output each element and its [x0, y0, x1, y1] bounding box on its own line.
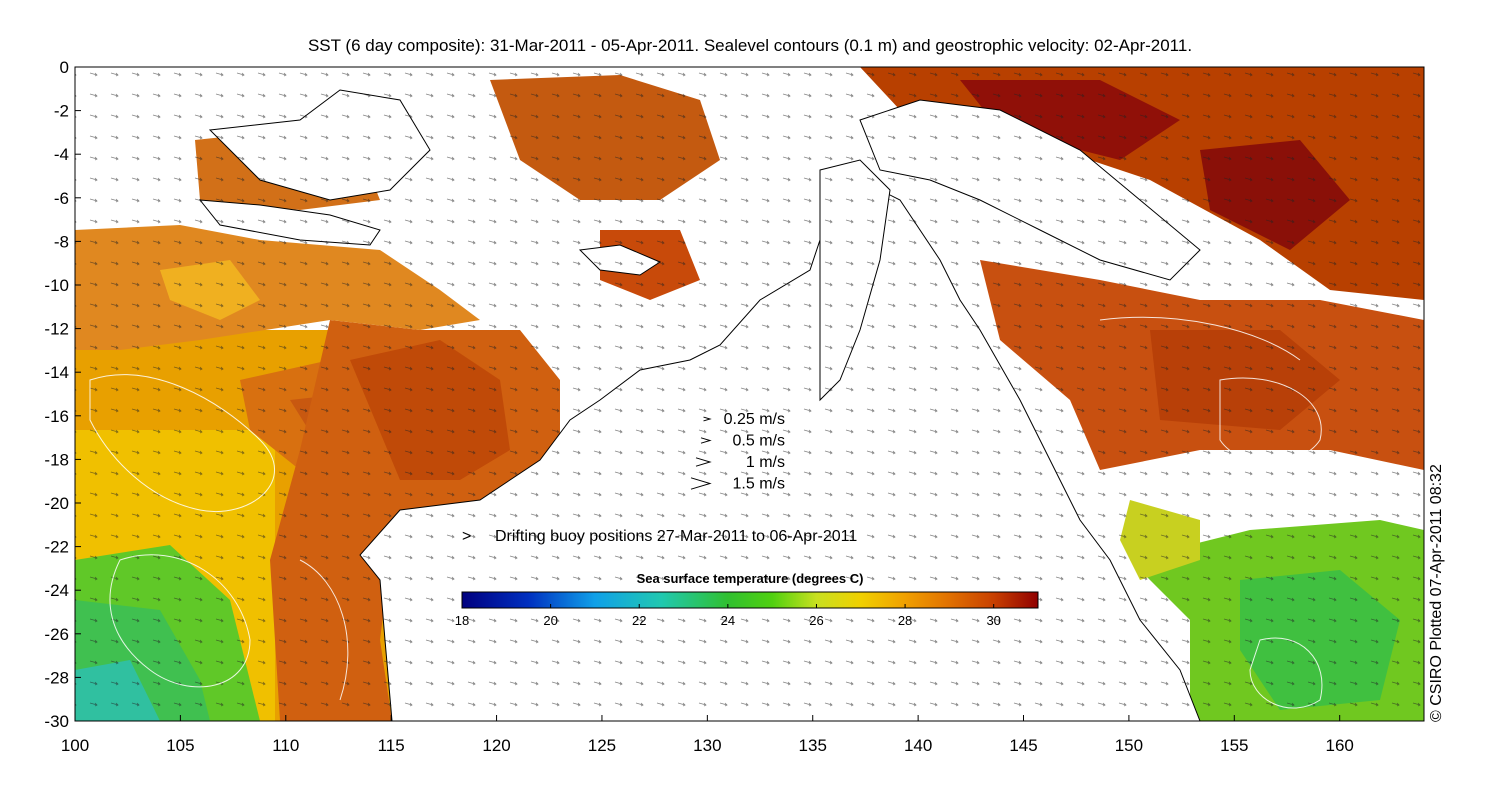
x-tick-label: 155	[1220, 736, 1248, 755]
velocity-legend-label: 1 m/s	[746, 454, 785, 471]
y-tick-label: 0	[60, 58, 69, 77]
plot-frame	[74, 66, 1425, 722]
y-axis: 0 -2 -4 -6 -8 -10 -12 -14 -16 -18 -20 -22 -24 -26 -28 -…	[44, 58, 81, 731]
velocity-field	[75, 67, 1424, 721]
x-tick-label: 150	[1115, 736, 1143, 755]
plot-credit: © CSIRO Plotted 07-Apr-2011 08:32	[1428, 464, 1445, 722]
buoy-legend-marker: >	[462, 528, 471, 545]
velocity-legend: 0.25 m/s 0.5 m/s 1 m/s 1.5 m/s	[690, 411, 785, 493]
buoy-legend: > Drifting buoy positions 27-Mar-2011 to…	[462, 528, 857, 545]
x-axis: 100 105 110 115 120 125 130 135 140 145 150 155 160	[61, 715, 1354, 755]
y-tick-label: -2	[54, 102, 69, 121]
y-tick-label: -24	[44, 581, 69, 600]
y-tick-label: -26	[44, 625, 69, 644]
velocity-legend-arrow	[695, 457, 712, 467]
x-tick-label: 135	[799, 736, 827, 755]
colorbar-tick-label: 26	[809, 613, 823, 628]
velocity-legend-item: 0.25 m/s	[703, 411, 785, 428]
velocity-legend-arrow	[690, 477, 712, 490]
x-tick-label: 100	[61, 736, 89, 755]
velocity-legend-label: 0.25 m/s	[724, 411, 785, 428]
colorbar-title: Sea surface temperature (degrees C)	[637, 571, 864, 586]
map-canvas	[75, 67, 1424, 721]
colorbar-tick-label: 22	[632, 613, 646, 628]
colorbar-tick-label: 24	[721, 613, 735, 628]
x-tick-label: 105	[166, 736, 194, 755]
velocity-legend-label: 0.5 m/s	[733, 433, 785, 450]
colorbar-tick-label: 30	[986, 613, 1000, 628]
y-tick-label: -14	[44, 363, 69, 382]
x-tick-label: 130	[693, 736, 721, 755]
y-tick-label: -4	[54, 145, 69, 164]
colorbar: Sea surface temperature (degrees C) 18 20…	[455, 571, 1039, 628]
buoy-legend-label: Drifting buoy positions 27-Mar-2011 to 0…	[495, 528, 857, 545]
y-tick-label: -22	[44, 538, 69, 557]
y-tick-label: -6	[54, 189, 69, 208]
y-tick-label: -10	[44, 276, 69, 295]
velocity-legend-label: 1.5 m/s	[733, 476, 785, 493]
sealevel-contours	[89, 316, 1323, 709]
x-tick-label: 125	[588, 736, 616, 755]
x-tick-label: 140	[904, 736, 932, 755]
colorbar-tick-label: 18	[455, 613, 469, 628]
y-tick-label: -12	[44, 320, 69, 339]
x-tick-label: 160	[1326, 736, 1354, 755]
velocity-legend-arrow	[703, 416, 712, 422]
velocity-legend-item: 0.5 m/s	[700, 433, 785, 450]
colorbar-ticks: 18 20 22 24 26 28 30	[455, 604, 1001, 628]
velocity-legend-item: 1 m/s	[695, 454, 785, 471]
y-tick-label: -28	[44, 668, 69, 687]
y-tick-label: -30	[44, 712, 69, 731]
colorbar-tick-label: 20	[543, 613, 557, 628]
map-title: SST (6 day composite): 31-Mar-2011 - 05-…	[307, 36, 1193, 55]
y-tick-label: -16	[44, 407, 69, 426]
colorbar-bar	[461, 591, 1039, 609]
x-tick-label: 115	[378, 736, 405, 755]
x-tick-label: 145	[1009, 736, 1037, 755]
y-tick-label: -20	[44, 494, 69, 513]
velocity-legend-arrow	[700, 437, 712, 444]
y-tick-label: -8	[54, 232, 69, 251]
y-tick-label: -18	[44, 450, 69, 469]
x-tick-label: 120	[482, 736, 510, 755]
colorbar-tick-label: 28	[898, 613, 912, 628]
velocity-legend-item: 1.5 m/s	[690, 476, 785, 493]
x-tick-label: 110	[272, 736, 299, 755]
